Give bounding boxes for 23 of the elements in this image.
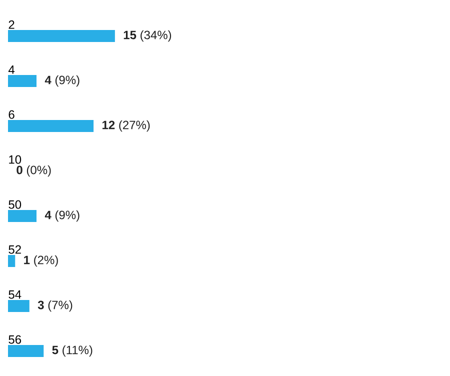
bar <box>8 254 16 267</box>
data-label: 5 (11%) <box>52 345 92 357</box>
y-tick-label: 50 <box>8 200 22 209</box>
data-label: 0 (0%) <box>16 165 51 177</box>
data-label: 3 (7%) <box>38 300 72 312</box>
data-label: 1 (2%) <box>24 255 58 267</box>
bar <box>8 344 44 357</box>
y-tick-label: 2 <box>8 20 14 29</box>
bar <box>8 30 115 42</box>
y-tick-label: 6 <box>8 110 14 119</box>
y-tick-label: 10 <box>9 155 22 164</box>
bar <box>8 120 94 132</box>
bar <box>8 210 37 222</box>
y-tick-label: 52 <box>8 245 21 254</box>
bar <box>8 300 30 312</box>
data-label: 15 (34%) <box>124 30 172 42</box>
data-label: 4 (9%) <box>44 75 80 87</box>
y-tick-label: 54 <box>8 290 22 299</box>
y-tick-label: 4 <box>8 66 15 74</box>
data-label: 4 (9%) <box>44 210 80 222</box>
bar <box>8 75 37 88</box>
y-tick-label: 56 <box>8 335 22 344</box>
data-label: 12 (27%) <box>102 120 150 132</box>
